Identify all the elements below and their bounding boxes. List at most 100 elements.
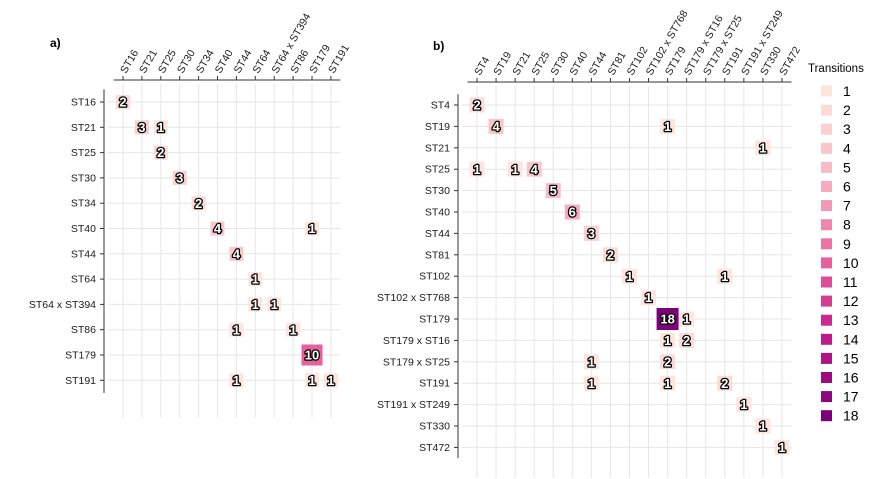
legend-swatch-7 bbox=[821, 200, 832, 212]
legend-label-13: 13 bbox=[843, 312, 859, 328]
y-tick-label-st21: ST21 bbox=[71, 122, 96, 134]
cell-label-st44-to-st44: 4 bbox=[233, 246, 241, 261]
y-tick-label-st472: ST472 bbox=[419, 442, 450, 454]
cell-label-st21-to-st21: 3 bbox=[138, 120, 145, 135]
cell-st21-to-st330 bbox=[755, 140, 771, 156]
cell-st179-to-st179 bbox=[301, 344, 323, 366]
cell-label-st179-x-st25-to-st44: 1 bbox=[588, 354, 595, 369]
cell-label-st102-to-st191: 1 bbox=[721, 269, 728, 284]
x-tick-label-st30: ST30 bbox=[548, 50, 571, 78]
y-tick-label-st40: ST40 bbox=[425, 207, 450, 219]
x-tick-label-st64: ST64 bbox=[251, 48, 274, 76]
y-tick-label-st4: ST4 bbox=[431, 100, 450, 112]
cell-label-st19-to-st179: 1 bbox=[664, 119, 671, 134]
cell-st44-to-st44 bbox=[229, 246, 244, 261]
y-tick-label-st179: ST179 bbox=[65, 350, 96, 362]
x-tick-label-st4: ST4 bbox=[472, 55, 492, 78]
panel-b-y-tick-labels: ST4 ST19 ST21 ST25 ST30 ST40 ST44 ST81 ST102 ST10… bbox=[377, 100, 450, 454]
cell-st25-to-st4 bbox=[469, 161, 485, 177]
legend-swatch-12 bbox=[821, 295, 832, 307]
legend-label-7: 7 bbox=[843, 198, 851, 214]
y-tick-label-st40: ST40 bbox=[71, 223, 96, 235]
legend-swatch-17 bbox=[821, 391, 832, 403]
legend-title: Transitions bbox=[808, 63, 864, 75]
cell-label-st16-to-st16: 2 bbox=[119, 95, 126, 110]
y-tick-label-st81: ST81 bbox=[425, 249, 450, 261]
legend-swatch-6 bbox=[821, 181, 832, 192]
legend-swatch-11 bbox=[821, 276, 832, 288]
cell-label-st64-x-st394-to-st64-x-st394: 1 bbox=[271, 297, 278, 312]
cell-st86-to-st86 bbox=[286, 322, 301, 337]
y-tick-label-st44: ST44 bbox=[71, 248, 96, 260]
legend-label-14: 14 bbox=[843, 331, 859, 347]
x-tick-label-st44: ST44 bbox=[232, 48, 255, 76]
y-tick-label-st25: ST25 bbox=[425, 164, 450, 176]
cell-st19-to-st179 bbox=[660, 118, 676, 134]
cell-label-st30-to-st30: 5 bbox=[550, 183, 557, 198]
cell-st30-to-st30 bbox=[545, 183, 561, 199]
x-tick-label-st30: ST30 bbox=[175, 48, 198, 76]
cell-st40-to-st40 bbox=[210, 221, 225, 236]
y-tick-label-st19: ST19 bbox=[425, 121, 450, 133]
cell-st472-to-st472 bbox=[774, 439, 790, 455]
x-tick-label-st21: ST21 bbox=[137, 48, 160, 76]
cell-st40-to-st179 bbox=[305, 221, 319, 236]
cell-st21-to-st25 bbox=[153, 120, 168, 135]
cell-st30-to-st30 bbox=[172, 170, 187, 185]
legend-label-11: 11 bbox=[843, 274, 858, 290]
cell-label-st21-to-st330: 1 bbox=[759, 140, 766, 155]
cell-label-st179-to-st179-x-st16: 1 bbox=[683, 312, 690, 327]
cell-label-st179-x-st16-to-st179: 1 bbox=[664, 333, 671, 348]
cell-st25-to-st25 bbox=[153, 145, 168, 160]
cell-label-st472-to-st472: 1 bbox=[778, 440, 785, 455]
panel-b-grid bbox=[462, 86, 792, 478]
cell-st179-x-st25-to-st44 bbox=[583, 354, 599, 370]
cell-st191-to-st179 bbox=[305, 373, 319, 388]
legend-label-6: 6 bbox=[843, 179, 851, 195]
legend-label-4: 4 bbox=[843, 140, 851, 156]
y-tick-label-st30: ST30 bbox=[425, 185, 450, 197]
legend-swatch-16 bbox=[821, 372, 832, 383]
cell-label-st191-to-st191: 1 bbox=[327, 373, 334, 388]
legend-swatch-10 bbox=[821, 257, 832, 269]
cell-label-st25-to-st4: 1 bbox=[473, 162, 480, 177]
panel-a-axes bbox=[100, 76, 341, 393]
x-tick-label-st19: ST19 bbox=[491, 50, 514, 78]
legend-swatch-1 bbox=[821, 85, 832, 97]
y-tick-label-st179: ST179 bbox=[419, 314, 450, 326]
cell-st64-x-st394-to-st64-x-st394 bbox=[267, 297, 282, 312]
x-tick-label-st44: ST44 bbox=[587, 50, 610, 78]
legend-label-1: 1 bbox=[843, 83, 851, 99]
cell-label-st179-to-st179: 10 bbox=[305, 348, 319, 363]
y-tick-label-st64: ST64 bbox=[71, 274, 96, 286]
y-tick-label-st179-x-st16: ST179 x ST16 bbox=[383, 335, 450, 347]
panel-a-y-tick-labels: ST16 ST21 ST25 ST30 ST34 ST40 ST44 ST64 ST64 x S… bbox=[29, 97, 96, 387]
cell-st25-to-st25 bbox=[526, 161, 542, 177]
x-tick-label-st40: ST40 bbox=[568, 50, 591, 78]
cell-label-st191-to-st44: 1 bbox=[588, 376, 595, 391]
cell-label-st102-to-st102: 1 bbox=[626, 269, 633, 284]
y-tick-label-st86: ST86 bbox=[71, 324, 96, 336]
cell-label-st179-to-st179: 18 bbox=[660, 312, 674, 327]
cell-label-st191-to-st179: 1 bbox=[308, 373, 315, 388]
legend-swatch-5 bbox=[821, 161, 832, 173]
cell-st16-to-st16 bbox=[116, 95, 130, 109]
x-tick-label-st81: ST81 bbox=[606, 50, 629, 78]
legend-swatch-2 bbox=[821, 104, 832, 116]
panel-a-tag: a) bbox=[50, 36, 61, 50]
cell-label-st191-to-st179: 1 bbox=[664, 376, 671, 391]
y-tick-label-st25: ST25 bbox=[71, 147, 96, 159]
cell-label-st40-to-st40: 4 bbox=[214, 221, 222, 236]
cell-st179-to-st179 bbox=[656, 308, 679, 330]
cell-st191-x-st249-to-st191-x-st249 bbox=[736, 397, 752, 413]
cell-st4-to-st4 bbox=[469, 97, 485, 113]
legend-label-2: 2 bbox=[843, 102, 851, 118]
y-tick-label-st34: ST34 bbox=[71, 198, 96, 210]
cell-label-st179-x-st25-to-st179: 2 bbox=[664, 354, 671, 369]
cell-label-st64-x-st394-to-st64: 1 bbox=[252, 297, 259, 312]
x-tick-label-st25: ST25 bbox=[529, 50, 552, 78]
x-tick-label-st25: ST25 bbox=[156, 48, 179, 76]
cell-st330-to-st330 bbox=[755, 418, 771, 434]
